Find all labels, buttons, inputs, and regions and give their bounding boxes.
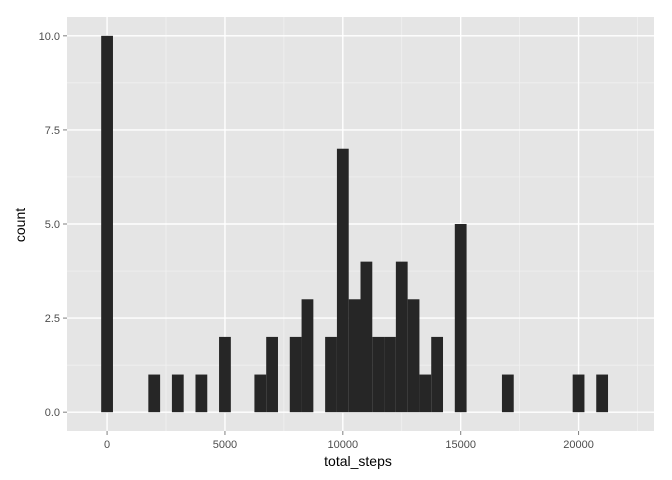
y-tick-label: 2.5 <box>45 313 60 325</box>
x-axis-title: total_steps <box>324 453 392 469</box>
histogram-bar <box>289 336 302 413</box>
histogram-bar <box>336 148 349 413</box>
histogram-bar <box>431 336 444 413</box>
histogram-bar <box>148 374 161 413</box>
histogram-bar <box>384 336 396 413</box>
histogram-bar <box>360 261 373 413</box>
y-tick-label: 7.5 <box>45 125 60 137</box>
histogram-bar <box>195 374 208 413</box>
histogram-bar <box>372 336 385 413</box>
x-tick-label: 20000 <box>563 439 594 451</box>
histogram-bar <box>219 336 231 413</box>
histogram-bar <box>325 336 337 413</box>
y-axis-title: count <box>12 208 28 242</box>
histogram-bar <box>171 374 184 413</box>
axes: 0 5000 10000 15000 20000 0.0 2.5 5.0 7.5 10.0 <box>39 31 594 451</box>
histogram-bar <box>395 261 408 413</box>
x-tick-label: 15000 <box>445 439 476 451</box>
histogram-bar <box>348 299 361 413</box>
histogram-bar <box>596 374 609 413</box>
bars <box>101 35 609 413</box>
x-tick-label: 0 <box>104 439 110 451</box>
histogram-bar <box>254 374 267 413</box>
x-tick-label: 5000 <box>213 439 237 451</box>
histogram-bar <box>301 299 314 413</box>
y-tick-label: 5.0 <box>45 219 60 231</box>
histogram-bar <box>572 374 585 413</box>
histogram-bar <box>266 336 278 413</box>
histogram-bar <box>407 299 420 413</box>
histogram-bar <box>419 374 432 413</box>
histogram-bar <box>101 35 113 413</box>
y-tick-label: 0.0 <box>45 407 60 419</box>
x-tick-label: 10000 <box>328 439 359 451</box>
histogram-bar <box>454 224 467 413</box>
y-tick-label: 10.0 <box>39 31 60 43</box>
histogram-bar <box>501 374 514 413</box>
